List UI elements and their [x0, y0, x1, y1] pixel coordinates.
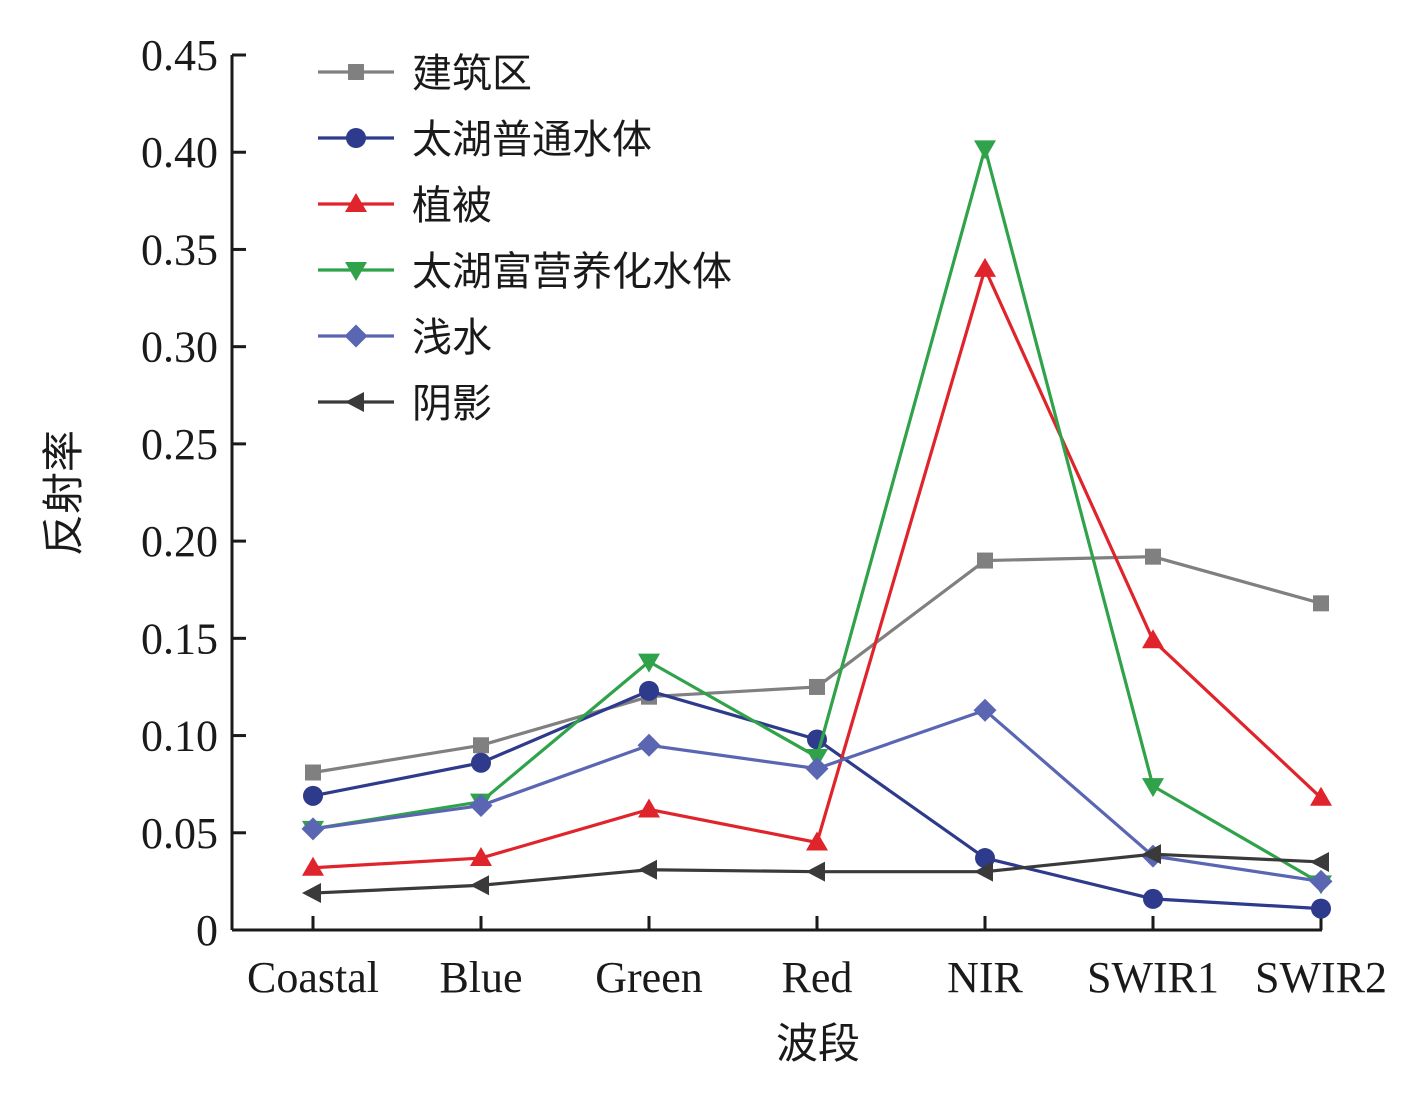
y-tick-label: 0.35 — [141, 225, 218, 274]
y-tick-label: 0.05 — [141, 809, 218, 858]
data-point — [470, 847, 492, 867]
data-point — [1142, 629, 1164, 649]
y-tick-label: 0.40 — [141, 128, 218, 177]
x-axis-ticks: Coastal Blue Green Red NIR SWIR1 SWIR2 — [247, 916, 1387, 1002]
data-point — [639, 680, 659, 701]
data-point — [638, 653, 660, 673]
data-point — [806, 861, 825, 882]
y-tick-label: 0.20 — [141, 517, 218, 566]
data-point — [973, 698, 997, 722]
legend-item: 浅水 — [318, 315, 492, 361]
y-axis-title: 反射率 — [39, 430, 88, 556]
y-tick-label: 0.15 — [141, 614, 218, 663]
data-point — [975, 848, 995, 869]
data-point — [1311, 898, 1331, 919]
legend-item: 太湖富营养化水体 — [318, 249, 732, 295]
data-point — [305, 764, 321, 781]
legend-item: 太湖普通水体 — [318, 117, 652, 163]
legend-marker — [345, 193, 367, 212]
data-point — [974, 140, 996, 160]
y-axis-ticks: 0 0.05 0.10 0.15 0.20 0.25 0.30 0.35 0.40 0.45 — [141, 31, 246, 955]
y-tick-label: 0.10 — [141, 712, 218, 761]
data-point — [974, 257, 996, 277]
series-layer — [301, 140, 1333, 919]
x-axis-title: 波段 — [776, 1019, 860, 1068]
legend-marker — [345, 392, 364, 412]
data-point — [469, 794, 493, 818]
data-point — [805, 757, 829, 781]
legend-item: 植被 — [318, 183, 492, 229]
data-point — [977, 552, 993, 569]
data-point — [1145, 548, 1161, 565]
data-point — [302, 883, 321, 904]
x-tick-label: NIR — [947, 953, 1023, 1002]
series-1 — [305, 548, 1329, 781]
legend-marker — [344, 324, 368, 348]
data-point — [1313, 595, 1329, 612]
data-point — [974, 861, 993, 882]
data-point — [637, 733, 661, 757]
data-point — [1309, 869, 1333, 893]
legend-item: 阴影 — [318, 381, 492, 427]
data-point — [1142, 778, 1164, 798]
data-point — [1310, 851, 1329, 872]
data-point — [473, 737, 489, 754]
series-5 — [301, 698, 1333, 893]
data-point — [303, 785, 323, 806]
legend-label: 太湖富营养化水体 — [412, 249, 732, 295]
x-tick-label: Coastal — [247, 953, 379, 1002]
data-point — [638, 859, 657, 880]
x-tick-label: Red — [782, 953, 853, 1002]
data-point — [806, 831, 828, 851]
legend-label: 阴影 — [412, 381, 492, 427]
legend-marker — [348, 64, 364, 80]
data-point — [1143, 888, 1163, 909]
data-point — [471, 752, 491, 773]
x-tick-label: SWIR2 — [1255, 953, 1387, 1002]
series-2 — [303, 680, 1331, 919]
legend-label: 太湖普通水体 — [412, 117, 652, 163]
data-point — [638, 798, 660, 818]
y-tick-label: 0.45 — [141, 31, 218, 80]
legend-label: 植被 — [412, 183, 492, 229]
data-point — [302, 856, 324, 876]
series-3 — [302, 257, 1332, 876]
data-point — [301, 817, 325, 841]
legend-marker — [346, 128, 366, 148]
legend-label: 浅水 — [412, 315, 492, 361]
y-tick-label: 0.30 — [141, 323, 218, 372]
data-point — [809, 678, 825, 695]
legend-marker — [345, 262, 367, 281]
x-tick-label: Blue — [439, 953, 522, 1002]
data-point — [1142, 844, 1161, 865]
legend-item: 建筑区 — [318, 51, 532, 97]
data-point — [1310, 786, 1332, 806]
legend-label: 建筑区 — [412, 51, 532, 97]
series-6 — [302, 844, 1329, 904]
x-tick-label: SWIR1 — [1087, 953, 1219, 1002]
x-tick-label: Green — [595, 953, 703, 1002]
data-point — [470, 875, 489, 896]
y-tick-label: 0 — [196, 906, 218, 955]
y-tick-label: 0.25 — [141, 420, 218, 469]
